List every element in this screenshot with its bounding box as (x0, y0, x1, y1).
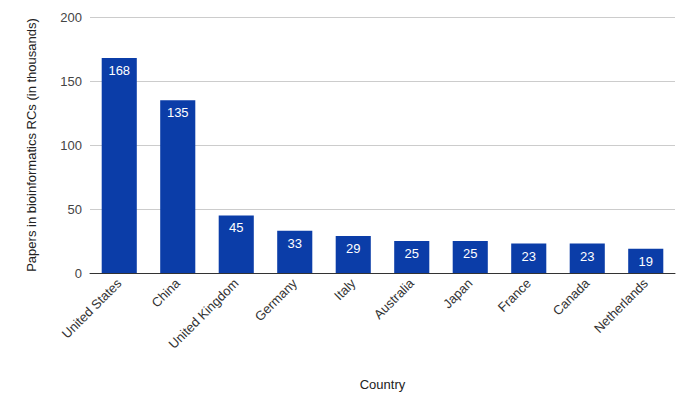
svg-text:China: China (148, 275, 183, 310)
svg-text:Netherlands: Netherlands (591, 275, 651, 335)
svg-text:45: 45 (229, 220, 243, 235)
svg-text:Australia: Australia (371, 275, 418, 322)
svg-text:Japan: Japan (440, 276, 476, 312)
svg-text:Italy: Italy (331, 275, 359, 303)
svg-text:23: 23 (580, 249, 594, 264)
svg-text:29: 29 (346, 241, 360, 256)
svg-text:135: 135 (167, 105, 189, 120)
svg-text:Papers in bioinformatics RCs (: Papers in bioinformatics RCs (in thousan… (24, 18, 39, 272)
svg-text:50: 50 (68, 202, 82, 217)
svg-text:33: 33 (288, 236, 302, 251)
svg-text:United States: United States (59, 275, 125, 341)
svg-text:200: 200 (60, 10, 82, 25)
svg-text:168: 168 (108, 63, 130, 78)
svg-text:100: 100 (60, 138, 82, 153)
svg-text:Canada: Canada (550, 275, 593, 318)
svg-text:25: 25 (405, 246, 419, 261)
svg-text:23: 23 (522, 249, 536, 264)
svg-text:United Kingdom: United Kingdom (166, 276, 242, 352)
svg-text:France: France (495, 276, 534, 315)
svg-text:25: 25 (463, 246, 477, 261)
svg-text:Country: Country (360, 377, 406, 392)
svg-text:150: 150 (60, 74, 82, 89)
svg-text:0: 0 (75, 266, 82, 281)
svg-text:Germany: Germany (252, 275, 301, 324)
svg-text:19: 19 (639, 254, 653, 269)
